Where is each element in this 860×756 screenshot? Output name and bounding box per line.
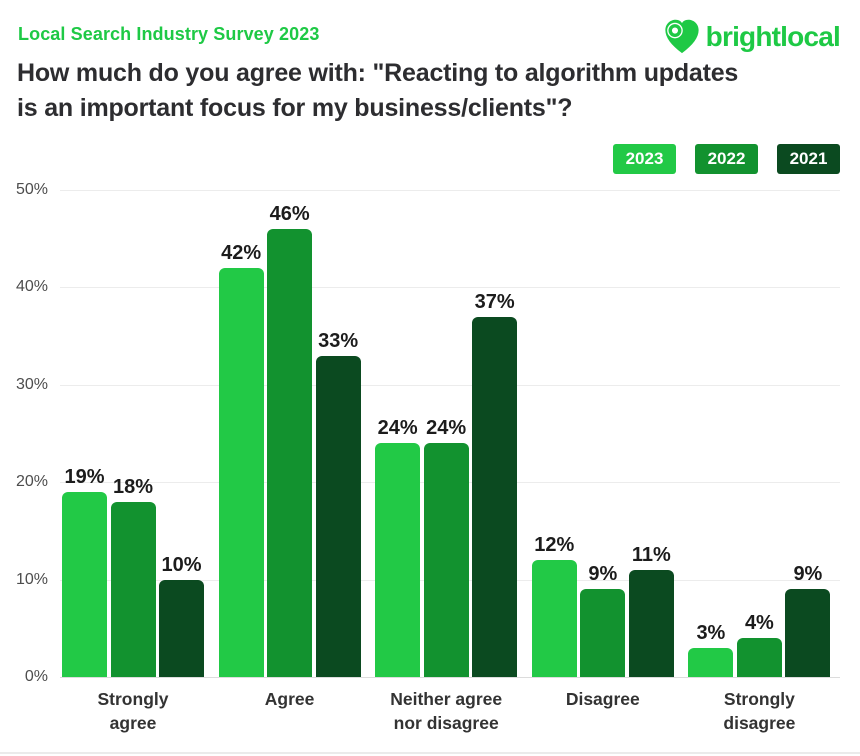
survey-eyebrow: Local Search Industry Survey 2023: [18, 24, 320, 44]
chart-legend: 2023 2022 2021: [613, 144, 840, 174]
bar-value-label: 10%: [161, 553, 202, 576]
gridline-30: [60, 384, 840, 386]
gridline-50: [60, 190, 840, 191]
bar-value-label: 11%: [631, 543, 671, 566]
y-tick-label: 30%: [15, 375, 48, 393]
bar-value-label: 18%: [112, 475, 154, 498]
bar-2023-strongly-agree: [62, 491, 107, 677]
x-category-label: Agree: [264, 689, 315, 709]
bar-2023-disagree: [531, 560, 577, 677]
bar-2022-neither-agree-nor-disagree: [423, 443, 469, 677]
bar-slot: 33%: [315, 190, 361, 677]
bar-chart: 0% 10% 20% 30% 40% 50% 19% 18% 10% 42% 46% 33% 24% 2…: [0, 181, 860, 750]
bar-slot: 24%: [423, 190, 469, 677]
bar-2021-strongly-disagree: [785, 589, 831, 677]
bar-value-label: 9%: [793, 563, 823, 586]
bar-2023-neither-agree-nor-disagree: [375, 443, 421, 677]
bar-2022-strongly-disagree: [736, 638, 782, 677]
x-category-label: Neither agree nor disagree: [390, 689, 503, 733]
bar-2022-disagree: [580, 589, 626, 677]
bar-value-label: 3%: [696, 621, 726, 644]
bar-group-strongly-agree: 19% 18% 10%: [62, 190, 204, 677]
bar-value-label: 42%: [221, 241, 262, 264]
bar-2023-strongly-disagree: [688, 647, 734, 677]
bar-slot: 3%: [688, 190, 734, 677]
bar-slot: 11%: [628, 190, 674, 677]
bar-group-strongly-disagree: 3% 4% 9%: [688, 190, 831, 677]
y-tick-label: 10%: [15, 570, 48, 588]
x-category-label: Strongly disagree: [723, 689, 796, 733]
bar-slot: 9%: [785, 190, 831, 677]
bar-value-label: 24%: [377, 417, 418, 440]
brightlocal-heart-pin-icon: [663, 18, 701, 56]
bar-group-disagree: 12% 9% 11%: [531, 190, 674, 677]
bar-value-label: 9%: [588, 563, 618, 586]
bar-2022-agree: [267, 228, 313, 677]
bar-slot: 37%: [472, 190, 518, 677]
bar-slot: 19%: [62, 190, 107, 677]
legend-chip-2021: 2021: [777, 144, 840, 174]
y-tick-label: 50%: [15, 181, 48, 198]
bar-2023-agree: [218, 267, 264, 677]
bar-slot: 42%: [218, 190, 264, 677]
legend-chip-2022: 2022: [695, 144, 758, 174]
bar-value-label: 37%: [474, 290, 515, 313]
brightlocal-logo-text: brightlocal: [705, 21, 841, 52]
bar-2021-agree: [315, 355, 361, 677]
bottom-divider: [0, 752, 860, 754]
y-tick-label: 0%: [24, 668, 48, 685]
chart-question-title: How much do you agree with: "Reacting to…: [17, 59, 739, 122]
bar-slot: 12%: [531, 190, 577, 677]
bar-2021-strongly-agree: [159, 579, 204, 677]
gridline-0: [60, 677, 840, 678]
bar-slot: 10%: [159, 190, 204, 677]
bar-2021-neither-agree-nor-disagree: [472, 316, 518, 677]
x-category-label: Strongly agree: [97, 689, 169, 733]
bar-value-label: 4%: [744, 612, 774, 635]
legend-chip-2023: 2023: [613, 144, 676, 174]
gridline-40: [60, 287, 840, 289]
bar-group-neither-agree-nor-disagree: 24% 24% 37%: [375, 190, 518, 677]
y-tick-label: 20%: [15, 473, 48, 491]
bar-slot: 46%: [267, 190, 313, 677]
bar-value-label: 12%: [534, 534, 575, 557]
bar-value-label: 33%: [318, 329, 359, 352]
bar-slot: 9%: [580, 190, 626, 677]
brightlocal-logo: brightlocal: [663, 18, 841, 56]
bar-value-label: 19%: [64, 465, 105, 488]
bar-2022-strongly-agree: [110, 501, 156, 677]
y-tick-label: 40%: [15, 278, 48, 296]
bar-value-label: 24%: [426, 417, 467, 440]
bar-slot: 24%: [375, 190, 421, 677]
x-category-label: Disagree: [565, 689, 640, 709]
plot-area: 19% 18% 10% 42% 46% 33% 24% 24% 37% 12% 9% 11% 3% 4% 9…: [60, 190, 840, 678]
bar-slot: 18%: [110, 190, 156, 677]
bar-value-label: 46%: [269, 202, 310, 225]
bar-group-agree: 42% 46% 33%: [218, 190, 361, 677]
bar-2021-disagree: [628, 569, 674, 677]
bar-slot: 4%: [736, 190, 782, 677]
